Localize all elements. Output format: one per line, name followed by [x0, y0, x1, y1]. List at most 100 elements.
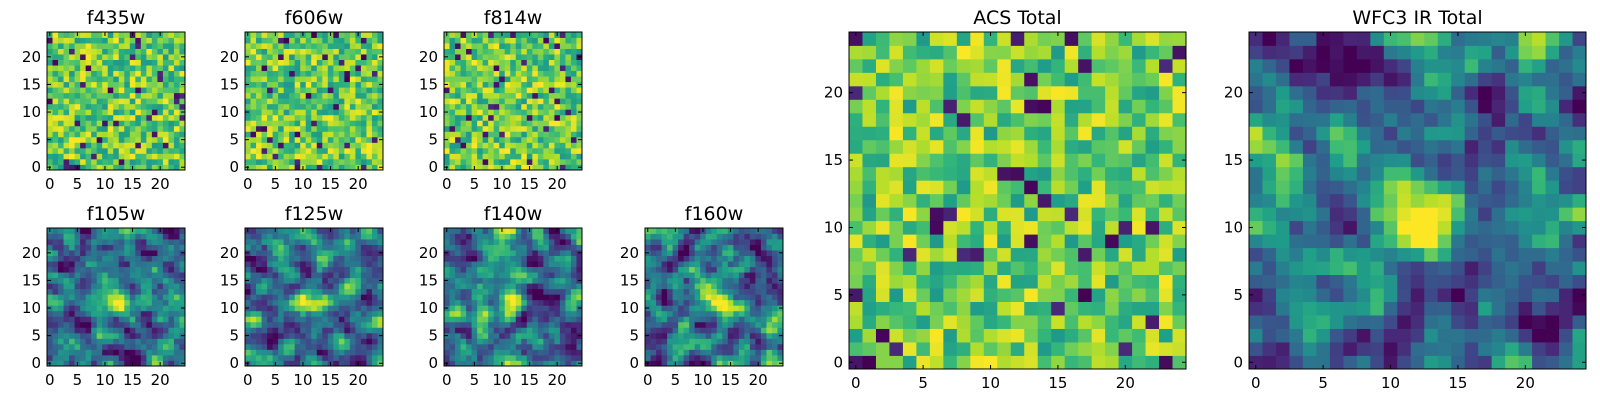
heatmap-cell	[52, 360, 59, 367]
heatmap-cell	[532, 327, 539, 334]
heatmap-cell	[1132, 355, 1146, 370]
heatmap-cell	[488, 76, 495, 83]
heatmap-cell	[322, 54, 329, 60]
heatmap-cell	[305, 98, 312, 105]
heatmap-cell	[256, 360, 262, 367]
heatmap-cell	[570, 125, 577, 132]
heatmap-cell	[179, 343, 186, 350]
heatmap-cell	[749, 332, 756, 339]
heatmap-cell	[548, 349, 555, 356]
heatmap-cell	[261, 266, 268, 273]
heatmap-cell	[983, 234, 998, 249]
heatmap-cell	[294, 316, 301, 323]
heatmap-cell	[548, 164, 555, 171]
heatmap-cell	[722, 316, 729, 323]
heatmap-cell	[333, 109, 340, 116]
heatmap-cell	[716, 354, 723, 361]
heatmap-cell	[521, 255, 528, 262]
heatmap-cell	[344, 321, 351, 328]
heatmap-cell	[344, 59, 351, 66]
heatmap-cell	[471, 81, 478, 88]
heatmap-cell	[250, 299, 257, 306]
heatmap-cell	[261, 92, 268, 99]
heatmap-cell	[744, 239, 751, 245]
heatmap-cell	[760, 354, 767, 361]
heatmap-cell	[537, 310, 544, 317]
heatmap-cell	[85, 305, 92, 312]
heatmap-cell	[548, 233, 555, 240]
heatmap-cell	[179, 239, 186, 245]
heatmap-cell	[493, 321, 500, 328]
heatmap-cell	[349, 250, 356, 256]
heatmap-cell	[515, 158, 522, 165]
heatmap-cell	[267, 360, 273, 367]
heatmap-cell	[689, 266, 696, 273]
heatmap-cell	[956, 342, 971, 356]
heatmap-cell	[256, 299, 262, 306]
heatmap-cell	[471, 65, 478, 72]
heatmap-cell	[482, 321, 489, 328]
heatmap-cell	[771, 277, 778, 284]
heatmap-cell	[80, 255, 87, 262]
heatmap-cell	[344, 147, 351, 154]
heatmap-cell	[349, 261, 356, 268]
heatmap-cell	[69, 310, 75, 317]
heatmap-cell	[554, 153, 561, 160]
heatmap-cell	[1145, 315, 1160, 329]
heatmap-cell	[107, 233, 114, 240]
heatmap-cell	[727, 332, 734, 339]
heatmap-cell	[543, 316, 550, 323]
y-tick-label: 0	[229, 354, 239, 372]
heatmap-cell	[570, 54, 577, 60]
heatmap-cell	[466, 98, 472, 105]
heatmap-cell	[338, 277, 345, 284]
heatmap-cell	[377, 59, 384, 66]
heatmap-cell	[333, 332, 340, 339]
heatmap-cell	[455, 343, 461, 350]
heatmap-cell	[738, 338, 745, 345]
heatmap-cell	[515, 136, 522, 143]
heatmap-cell	[52, 338, 59, 345]
heatmap-cell	[146, 327, 153, 334]
heatmap-cell	[749, 321, 756, 328]
heatmap-cell	[488, 288, 495, 295]
heatmap-cell	[91, 294, 98, 301]
heatmap-cell	[661, 343, 668, 350]
axes-frame	[244, 227, 384, 367]
heatmap-cell	[482, 54, 489, 60]
heatmap-cell	[305, 283, 312, 290]
heatmap-cell	[444, 239, 450, 245]
heatmap-cell	[58, 136, 64, 143]
heatmap-cell	[526, 250, 533, 256]
heatmap-cell	[466, 360, 472, 367]
heatmap-cell	[140, 321, 147, 328]
heatmap-cell	[107, 164, 114, 171]
heatmap-cell	[124, 327, 131, 334]
heatmap-cell	[849, 207, 863, 222]
heatmap-cell	[267, 239, 273, 245]
heatmap-cell	[245, 92, 251, 99]
heatmap-cell	[349, 37, 356, 44]
heatmap-cell	[1024, 234, 1039, 249]
heatmap-cell	[499, 261, 506, 268]
heatmap-cell	[460, 103, 467, 110]
heatmap-cell	[344, 37, 351, 44]
heatmap-cell	[344, 338, 351, 345]
heatmap-cell	[294, 239, 301, 245]
heatmap-cell	[477, 120, 484, 127]
heatmap-cell	[377, 114, 384, 121]
heatmap-cell	[526, 283, 533, 290]
heatmap-cell	[554, 70, 561, 77]
heatmap-cell	[250, 327, 257, 334]
heatmap-cell	[173, 37, 180, 44]
heatmap-cell	[349, 125, 356, 132]
heatmap-cell	[140, 228, 147, 234]
heatmap-cell	[1145, 328, 1160, 343]
heatmap-cell	[322, 43, 329, 49]
heatmap-cell	[278, 277, 285, 284]
heatmap-cell	[311, 120, 318, 127]
heatmap-cell	[283, 332, 290, 339]
heatmap-cell	[672, 266, 679, 273]
y-tick-label: 20	[220, 48, 239, 66]
heatmap-cell	[355, 266, 362, 273]
